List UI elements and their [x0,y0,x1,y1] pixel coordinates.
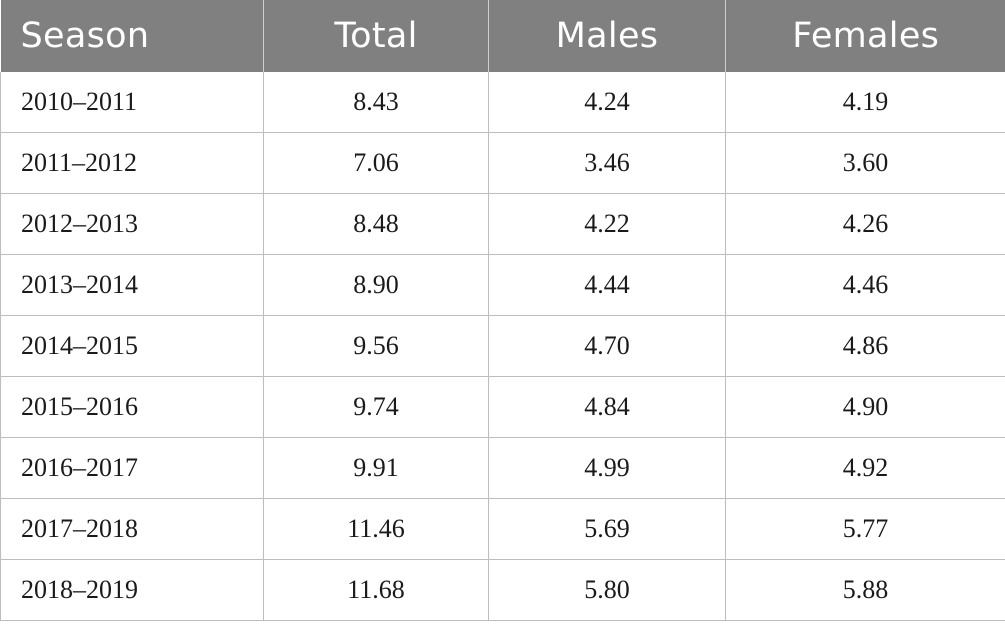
table-row: 2011–2012 7.06 3.46 3.60 [0,132,1005,194]
table-row: 2016–2017 9.91 4.99 4.92 [0,437,1005,499]
cell-total: 9.56 [263,315,489,377]
table-row: 2015–2016 9.74 4.84 4.90 [0,376,1005,438]
cell-season: 2015–2016 [0,376,264,438]
cell-males: 5.69 [488,498,726,560]
cell-females: 4.90 [725,376,1005,438]
cell-total: 8.48 [263,193,489,255]
header-row: Season Total Males Females [0,0,1005,72]
cell-total: 8.90 [263,254,489,316]
cell-females: 3.60 [725,132,1005,194]
header-season: Season [0,0,264,72]
cell-males: 4.22 [488,193,726,255]
cell-season: 2016–2017 [0,437,264,499]
cell-males: 4.24 [488,72,726,133]
cell-total: 11.68 [263,559,489,621]
cell-males: 4.70 [488,315,726,377]
cell-season: 2013–2014 [0,254,264,316]
cell-males: 3.46 [488,132,726,194]
cell-females: 4.26 [725,193,1005,255]
cell-season: 2011–2012 [0,132,264,194]
table-body: 2010–2011 8.43 4.24 4.19 2011–2012 7.06 … [0,72,1005,621]
table-row: 2014–2015 9.56 4.70 4.86 [0,315,1005,377]
data-table-container: Season Total Males Females 2010–2011 8.4… [0,0,1005,621]
cell-females: 4.86 [725,315,1005,377]
header-males: Males [488,0,726,72]
header-total: Total [263,0,489,72]
cell-season: 2018–2019 [0,559,264,621]
table-row: 2018–2019 11.68 5.80 5.88 [0,559,1005,621]
cell-total: 8.43 [263,72,489,133]
cell-season: 2014–2015 [0,315,264,377]
table-row: 2017–2018 11.46 5.69 5.77 [0,498,1005,560]
table-row: 2010–2011 8.43 4.24 4.19 [0,72,1005,133]
cell-total: 11.46 [263,498,489,560]
cell-season: 2010–2011 [0,72,264,133]
table-row: 2012–2013 8.48 4.22 4.26 [0,193,1005,255]
cell-total: 7.06 [263,132,489,194]
cell-females: 4.92 [725,437,1005,499]
cell-males: 4.99 [488,437,726,499]
cell-females: 5.77 [725,498,1005,560]
cell-males: 4.44 [488,254,726,316]
header-females: Females [725,0,1005,72]
cell-females: 5.88 [725,559,1005,621]
table-header: Season Total Males Females [0,0,1005,72]
cell-total: 9.74 [263,376,489,438]
cell-season: 2017–2018 [0,498,264,560]
cell-season: 2012–2013 [0,193,264,255]
cell-females: 4.19 [725,72,1005,133]
cell-males: 5.80 [488,559,726,621]
cell-females: 4.46 [725,254,1005,316]
season-table: Season Total Males Females 2010–2011 8.4… [0,0,1005,621]
cell-males: 4.84 [488,376,726,438]
table-row: 2013–2014 8.90 4.44 4.46 [0,254,1005,316]
cell-total: 9.91 [263,437,489,499]
